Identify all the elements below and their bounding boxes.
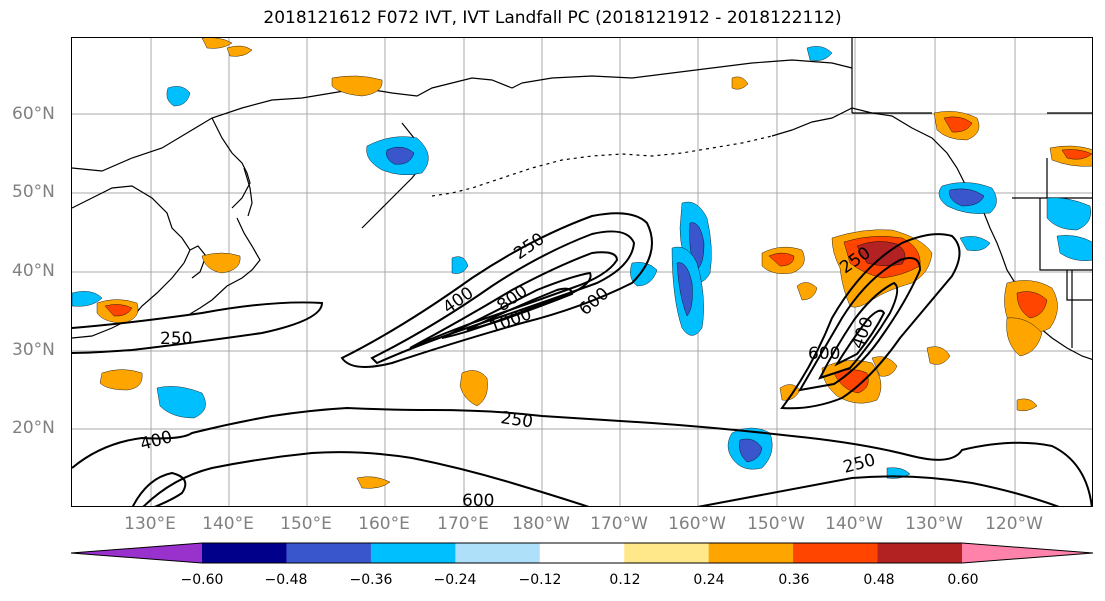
colorbar-segment xyxy=(624,543,710,563)
anomaly-patch xyxy=(156,386,206,419)
colorbar-tick: −0.12 xyxy=(518,572,562,588)
colorbar-tick: −0.36 xyxy=(349,572,393,588)
anomaly-patch xyxy=(166,86,191,107)
anomaly-patch xyxy=(871,356,898,377)
lat-label-40n: 40°N xyxy=(12,261,55,281)
lon-label-140e: 140°E xyxy=(202,514,254,534)
anomaly-patch xyxy=(833,369,869,394)
colorbar-segment xyxy=(539,543,625,563)
ivt-anomaly-shading xyxy=(72,38,1092,489)
colorbar-tick: −0.48 xyxy=(264,572,308,588)
anomaly-patch xyxy=(1046,197,1091,231)
anomaly-patch xyxy=(806,46,833,61)
colorbar-svg xyxy=(70,542,1094,564)
map-panel: 250 400 800 1000 600 250 600 400 250 400… xyxy=(71,37,1093,507)
colorbar-tick: 0.48 xyxy=(863,572,895,588)
contour-label: 600 xyxy=(808,344,840,364)
anomaly-patch xyxy=(1016,291,1048,319)
colorbar-tick: 0.60 xyxy=(947,572,979,588)
anomaly-patch xyxy=(943,116,973,133)
colorbar-segment xyxy=(202,543,287,563)
anomaly-patch xyxy=(1016,398,1038,412)
contour-label: 250 xyxy=(160,329,192,349)
contour-label: 250 xyxy=(499,408,534,432)
anomaly-patch xyxy=(731,76,749,90)
anomaly-patch xyxy=(796,282,818,301)
anomaly-patch xyxy=(331,75,383,97)
colorbar xyxy=(70,542,1095,570)
contour-label: 400 xyxy=(138,427,175,455)
anomaly-patch xyxy=(104,304,133,317)
lon-label-130e: 130°E xyxy=(124,514,176,534)
anomaly-patch xyxy=(949,188,985,207)
lon-label-160w: 160°W xyxy=(668,514,726,534)
colorbar-tick: 0.12 xyxy=(609,572,641,588)
contour-label: 250 xyxy=(841,450,878,478)
lon-label-170w: 170°W xyxy=(590,514,648,534)
colorbar-tick: −0.60 xyxy=(180,572,224,588)
anomaly-patch xyxy=(1056,235,1092,261)
anomaly-patch xyxy=(1006,317,1043,357)
lon-label-150e: 150°E xyxy=(280,514,332,534)
ivt-contours xyxy=(72,212,1092,506)
anomaly-patch xyxy=(739,438,763,463)
colorbar-segment xyxy=(708,543,794,563)
lon-label-180w: 180°W xyxy=(512,514,570,534)
colorbar-tick: −0.24 xyxy=(433,572,477,588)
anomaly-patch xyxy=(99,369,143,391)
colorbar-segment xyxy=(286,543,372,563)
colorbar-segment xyxy=(370,543,456,563)
contour-label: 600 xyxy=(462,491,494,507)
lon-label-150w: 150°W xyxy=(747,514,805,534)
lat-label-50n: 50°N xyxy=(12,182,55,202)
contour-labels: 250 400 800 1000 600 250 600 400 250 400… xyxy=(138,229,878,507)
anomaly-patch xyxy=(386,146,415,165)
anomaly-patch xyxy=(459,370,488,407)
colorbar-segment xyxy=(71,543,202,563)
lat-label-30n: 30°N xyxy=(12,340,55,360)
anomaly-patch xyxy=(768,252,795,267)
anomaly-patch xyxy=(959,236,991,251)
lon-label-140w: 140°W xyxy=(825,514,883,534)
colorbar-segment xyxy=(877,543,963,563)
colorbar-segment xyxy=(793,543,879,563)
colorbar-tick: 0.36 xyxy=(778,572,810,588)
anomaly-patch xyxy=(451,256,469,274)
anomaly-patch xyxy=(1061,149,1092,160)
anomaly-patch xyxy=(72,291,103,307)
colorbar-segment xyxy=(962,543,1093,563)
anomaly-patch xyxy=(201,38,233,49)
anomaly-patch xyxy=(201,252,241,274)
map-title: 2018121612 F072 IVT, IVT Landfall PC (20… xyxy=(263,8,842,28)
lon-label-170e: 170°E xyxy=(437,514,489,534)
contour-label: 250 xyxy=(510,229,548,264)
anomaly-patch xyxy=(926,346,951,365)
colorbar-segment xyxy=(455,543,541,563)
anomaly-patch xyxy=(676,262,693,317)
colorbar-outline xyxy=(70,542,1094,564)
lon-label-160e: 160°E xyxy=(358,514,410,534)
lat-label-60n: 60°N xyxy=(12,104,55,124)
lon-label-130w: 130°W xyxy=(905,514,963,534)
lat-label-20n: 20°N xyxy=(12,418,55,438)
colorbar-tick: 0.24 xyxy=(693,572,725,588)
anomaly-patch xyxy=(226,45,253,57)
ivt-map: 250 400 800 1000 600 250 600 400 250 400… xyxy=(72,38,1092,507)
anomaly-patch xyxy=(630,262,658,287)
lon-label-120w: 120°W xyxy=(985,514,1043,534)
anomaly-patch xyxy=(356,476,391,489)
